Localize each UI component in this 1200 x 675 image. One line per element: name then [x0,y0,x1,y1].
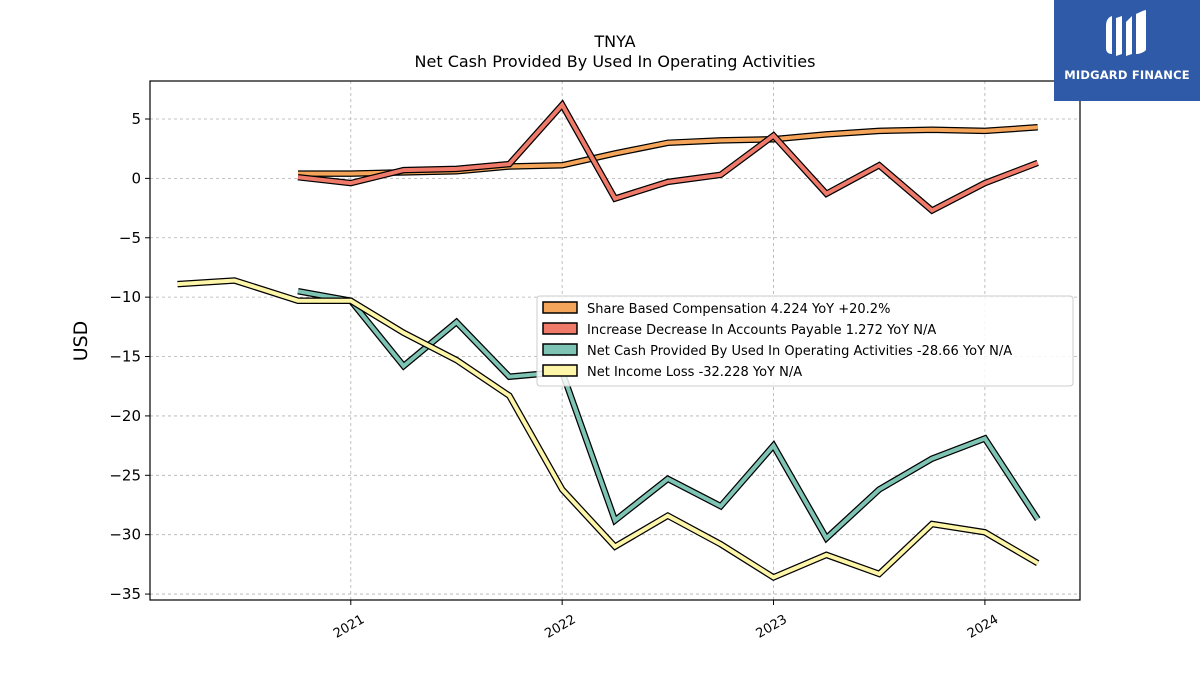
series-line-outline [298,124,1038,177]
midgard-logo-icon [1106,10,1146,56]
x-tick-label: 2021 [331,612,367,642]
series-line [297,289,1040,542]
legend-box [536,295,1074,387]
x-tick-label: 2022 [542,612,578,642]
x-tick-label: 2023 [754,612,790,642]
series-line [297,101,1039,213]
series-line [298,125,1038,176]
chart-title: TNYA [593,32,635,51]
y-tick-label: −25 [109,466,141,484]
brand-logo: MIDGARD FINANCE [1054,0,1200,101]
y-tick-label: 5 [131,110,141,128]
x-tick-label: 2024 [965,612,1001,642]
y-tick-label: −15 [109,348,141,366]
y-axis-label: USD [70,321,92,362]
y-tick-label: 0 [131,169,141,187]
y-tick-label: −35 [109,585,141,603]
legend-label: Share Based Compensation 4.224 YoY +20.2… [587,302,890,317]
y-tick-label: −5 [119,229,141,247]
legend-label: Net Income Loss -32.228 YoY N/A [587,365,802,380]
plot-frame [149,80,1081,601]
legend-swatch [542,364,578,377]
series-lines [177,99,1041,582]
legend-swatch [542,301,578,314]
legend-label: Net Cash Provided By Used In Operating A… [587,344,1012,359]
legend: Share Based Compensation 4.224 YoY +20.2… [536,295,1074,387]
chart-subtitle: Net Cash Provided By Used In Operating A… [415,52,816,71]
series-0 [297,124,1038,177]
series-line [177,278,1039,580]
brand-name: MIDGARD FINANCE [1064,68,1190,82]
y-tick-label: −30 [109,526,141,544]
y-tick-label: −10 [109,288,141,306]
series-1 [297,99,1039,215]
legend-label: Increase Decrease In Accounts Payable 1.… [587,323,936,338]
legend-swatch [542,322,578,335]
legend-swatch [542,343,578,356]
series-3 [177,277,1040,582]
y-tick-label: −20 [109,407,141,425]
series-line-outline [297,99,1039,215]
